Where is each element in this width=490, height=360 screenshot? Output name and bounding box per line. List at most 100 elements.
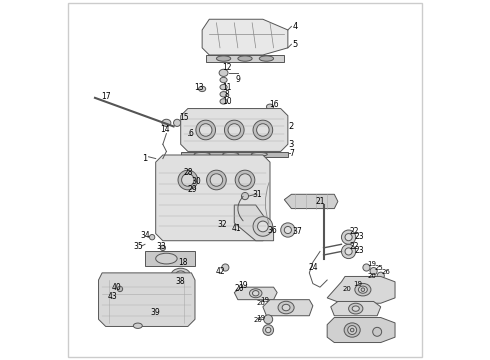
Text: 7: 7 xyxy=(289,149,294,158)
Ellipse shape xyxy=(224,120,244,140)
Text: 20: 20 xyxy=(368,274,376,279)
Ellipse shape xyxy=(197,183,207,192)
Ellipse shape xyxy=(160,245,166,251)
Text: 25: 25 xyxy=(374,265,383,270)
Text: 38: 38 xyxy=(176,277,186,286)
Ellipse shape xyxy=(342,244,356,258)
Text: 17: 17 xyxy=(101,91,111,100)
Ellipse shape xyxy=(194,153,210,156)
Text: 10: 10 xyxy=(222,97,232,106)
Ellipse shape xyxy=(350,328,354,332)
Ellipse shape xyxy=(133,323,142,328)
Ellipse shape xyxy=(182,174,194,186)
Text: 41: 41 xyxy=(231,224,241,233)
Text: 34: 34 xyxy=(140,231,150,240)
Text: 21: 21 xyxy=(315,197,325,206)
Ellipse shape xyxy=(363,276,370,284)
Ellipse shape xyxy=(370,267,377,275)
Polygon shape xyxy=(98,273,195,327)
Text: 19: 19 xyxy=(353,280,362,287)
Text: 20: 20 xyxy=(253,317,262,323)
Ellipse shape xyxy=(196,120,216,140)
Text: 43: 43 xyxy=(108,292,118,301)
Ellipse shape xyxy=(156,253,177,264)
Text: 19: 19 xyxy=(260,297,269,303)
Ellipse shape xyxy=(253,217,272,236)
Text: 23: 23 xyxy=(354,231,364,240)
Text: 42: 42 xyxy=(215,267,225,276)
Text: 39: 39 xyxy=(151,308,161,317)
Polygon shape xyxy=(263,300,313,316)
Ellipse shape xyxy=(355,283,371,296)
Ellipse shape xyxy=(345,248,352,255)
Text: 9: 9 xyxy=(235,76,240,85)
Ellipse shape xyxy=(178,170,197,190)
Text: 4: 4 xyxy=(293,22,297,31)
Ellipse shape xyxy=(228,124,241,136)
Text: 11: 11 xyxy=(222,83,232,92)
Ellipse shape xyxy=(219,69,228,76)
Text: 1: 1 xyxy=(143,154,147,163)
Text: 30: 30 xyxy=(192,177,202,186)
Text: 36: 36 xyxy=(267,226,277,235)
Text: 28: 28 xyxy=(183,168,193,177)
Ellipse shape xyxy=(373,327,382,336)
Text: 22: 22 xyxy=(349,242,359,251)
Text: 19: 19 xyxy=(239,281,248,290)
Ellipse shape xyxy=(220,99,227,104)
Ellipse shape xyxy=(117,286,122,292)
Ellipse shape xyxy=(257,124,269,136)
Ellipse shape xyxy=(171,268,191,283)
Ellipse shape xyxy=(267,104,273,109)
Ellipse shape xyxy=(345,234,352,241)
Text: 33: 33 xyxy=(156,242,166,251)
Ellipse shape xyxy=(222,153,239,156)
Ellipse shape xyxy=(253,120,272,140)
Ellipse shape xyxy=(348,303,363,314)
Text: 12: 12 xyxy=(222,63,232,72)
Text: 26: 26 xyxy=(382,269,391,275)
Text: 2: 2 xyxy=(289,122,294,131)
Ellipse shape xyxy=(352,306,359,311)
Text: 20: 20 xyxy=(235,284,245,293)
Ellipse shape xyxy=(159,159,167,165)
Ellipse shape xyxy=(377,272,384,279)
Polygon shape xyxy=(331,301,381,316)
Ellipse shape xyxy=(264,315,272,324)
Text: 31: 31 xyxy=(253,190,262,199)
Bar xyxy=(193,169,213,185)
Ellipse shape xyxy=(220,85,227,90)
Text: 20: 20 xyxy=(343,286,351,292)
Text: 18: 18 xyxy=(178,258,187,267)
Polygon shape xyxy=(234,205,273,241)
Text: 19: 19 xyxy=(368,261,376,267)
Ellipse shape xyxy=(149,234,155,240)
Ellipse shape xyxy=(338,289,345,296)
Ellipse shape xyxy=(238,56,252,61)
Text: 20: 20 xyxy=(257,300,266,306)
Ellipse shape xyxy=(258,221,268,232)
Ellipse shape xyxy=(252,291,259,296)
Polygon shape xyxy=(284,194,338,208)
Ellipse shape xyxy=(259,56,273,61)
Text: 19: 19 xyxy=(257,315,266,320)
Ellipse shape xyxy=(263,325,273,336)
Polygon shape xyxy=(202,19,288,55)
Ellipse shape xyxy=(242,193,248,200)
Text: 23: 23 xyxy=(354,246,364,255)
Ellipse shape xyxy=(266,327,271,333)
Ellipse shape xyxy=(207,170,226,190)
Ellipse shape xyxy=(196,173,205,182)
Text: 37: 37 xyxy=(292,227,302,236)
Ellipse shape xyxy=(222,264,229,271)
Polygon shape xyxy=(181,109,288,152)
Ellipse shape xyxy=(199,124,212,136)
Ellipse shape xyxy=(239,174,251,186)
Ellipse shape xyxy=(342,230,356,244)
Ellipse shape xyxy=(344,323,360,337)
Text: 16: 16 xyxy=(269,100,278,109)
Ellipse shape xyxy=(220,77,227,83)
Text: 24: 24 xyxy=(308,263,318,272)
Bar xyxy=(181,152,288,157)
Ellipse shape xyxy=(249,289,262,298)
